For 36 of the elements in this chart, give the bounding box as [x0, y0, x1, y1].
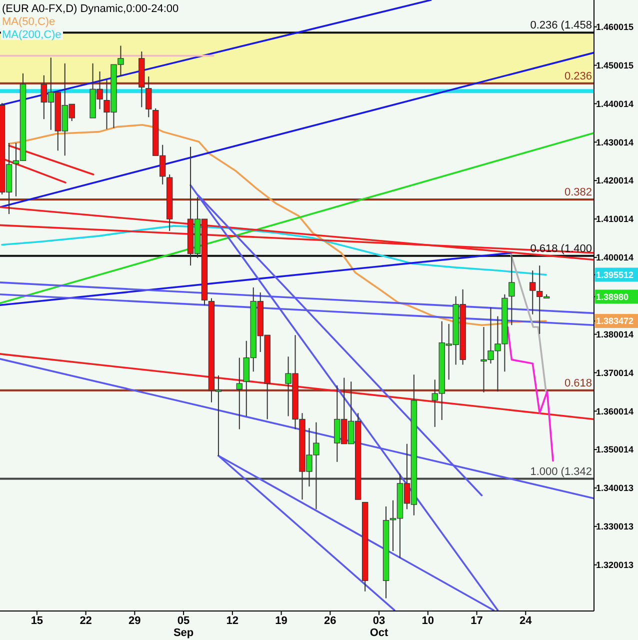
ref-line-label: 1.000 (1.342 — [530, 466, 592, 478]
text: MA(200,C)e — [2, 29, 62, 41]
y-tick-label: 1.440014 — [596, 98, 634, 109]
y-tick-label: 1.420014 — [596, 176, 634, 186]
annotation: 0.618 — [564, 377, 592, 390]
annotation: 0.382 — [564, 186, 592, 198]
y-tick-label: 1.460015 — [596, 22, 634, 32]
x-tick-label: 24 — [520, 615, 533, 627]
x-tick-label: 05 Sep — [173, 615, 194, 639]
ref-line-label: 0.236 (1.458 — [530, 20, 592, 32]
y-tick-label: 1.395512 — [596, 270, 634, 280]
y-tick-label: 1.350014 — [596, 444, 634, 455]
text: MA(50,C)e — [2, 16, 56, 28]
x-tick-label: 03 Oct — [370, 615, 389, 639]
y-tick-label: 1.38980 — [596, 292, 629, 302]
x-tick-label: 15 — [30, 615, 44, 627]
y-tick-label: 1.320013 — [596, 560, 634, 570]
x-tick-label: 29 — [128, 615, 141, 627]
y-tick-label: 1.330013 — [596, 522, 634, 532]
y-tick-label: 1.430014 — [596, 137, 634, 148]
x-tick-label: 10 — [422, 615, 434, 627]
y-tick-label: 1.410014 — [596, 214, 634, 224]
x-tick-label: 26 — [324, 615, 336, 627]
y-tick-label: 1.370014 — [596, 368, 634, 378]
x-tick-label: 22 — [80, 615, 92, 627]
y-tick-label: 1.360014 — [596, 406, 634, 416]
chart-title: (EUR A0-FX,D) Dynamic,0:00-24:00 — [2, 3, 179, 15]
x-tick-label: 19 — [275, 615, 288, 627]
y-tick-label: 1.380014 — [596, 329, 634, 340]
y-tick-label: 1.400014 — [596, 252, 634, 263]
y-tick-label: 1.383472 — [596, 316, 634, 326]
y-tick-label: 1.450015 — [596, 60, 634, 70]
annotation: 0.236 — [564, 70, 592, 82]
x-tick-label: 17 — [470, 615, 483, 627]
x-tick-label: 12 — [226, 615, 239, 627]
y-tick-label: 1.340013 — [596, 483, 634, 494]
